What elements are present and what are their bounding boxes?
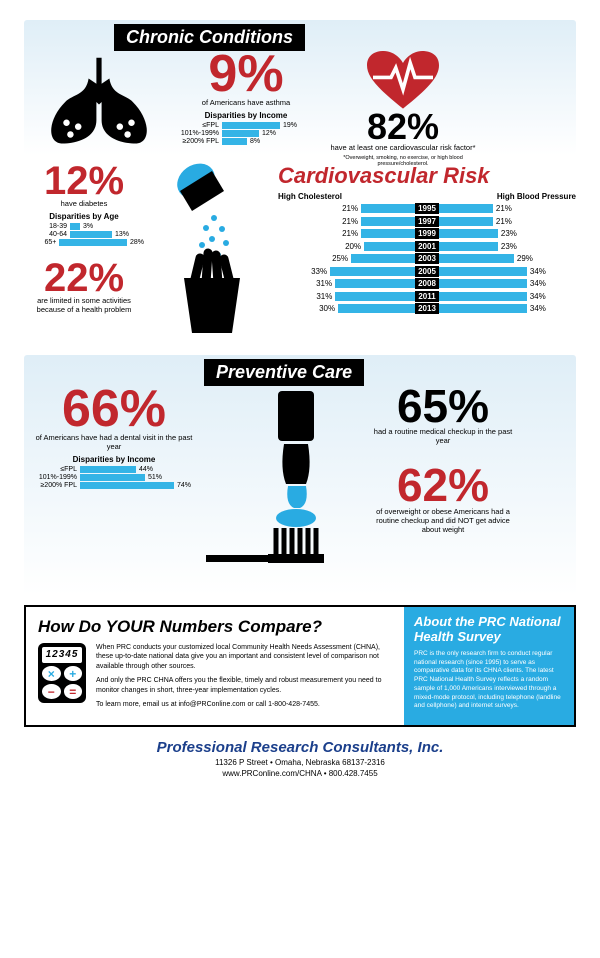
diabetes-pct: 12% bbox=[24, 163, 144, 199]
about-box: About the PRC National Health Survey PRC… bbox=[404, 607, 574, 725]
asthma-stat: 9% of Americans have asthma Disparities … bbox=[176, 51, 316, 146]
footer-name: Professional Research Consultants, Inc. bbox=[24, 739, 576, 756]
preventive-banner: Preventive Care 66% of Americans have ha… bbox=[24, 355, 576, 595]
compare-title: How Do YOUR Numbers Compare? bbox=[38, 617, 394, 637]
dental-disp-title: Disparities by Income bbox=[34, 455, 194, 464]
dental-pct: 66% bbox=[34, 386, 194, 433]
about-text: PRC is the only research firm to conduct… bbox=[414, 650, 564, 711]
cardio-caption: have at least one cardiovascular risk fa… bbox=[328, 143, 478, 152]
calculator-icon: 12345 ×+ −= bbox=[38, 643, 86, 703]
obese-pct: 62% bbox=[368, 465, 518, 506]
about-title: About the PRC National Health Survey bbox=[414, 615, 564, 645]
infographic-page: Chronic Conditions 9% of Americans have … bbox=[0, 0, 600, 958]
footer: Professional Research Consultants, Inc. … bbox=[24, 739, 576, 778]
cardio-headers: High Cholesterol High Blood Pressure bbox=[278, 192, 576, 201]
footer-contact: www.PRConline.com/CHNA • 800.428.7455 bbox=[24, 769, 576, 778]
dental-bars: ≤FPL44%101%-199%51%≥200% FPL74% bbox=[34, 466, 194, 489]
toothbrush-icon bbox=[206, 386, 356, 586]
checkup-block: 65% had a routine medical checkup in the… bbox=[368, 386, 518, 586]
cardio-head-l: High Cholesterol bbox=[278, 192, 342, 201]
compare-p3: To learn more, email us at info@PRConlin… bbox=[96, 700, 394, 709]
asthma-disp-title: Disparities by Income bbox=[176, 111, 316, 120]
asthma-pct: 9% bbox=[176, 51, 316, 98]
compare-p1: When PRC conducts your customized local … bbox=[96, 643, 394, 671]
limited-caption: are limited in some activities because o… bbox=[24, 296, 144, 314]
cardio-risk-chart: Cardiovascular Risk High Cholesterol Hig… bbox=[278, 163, 576, 343]
cardio-rows: 21%199521%21%199721%21%199923%20%200123%… bbox=[278, 203, 576, 314]
limited-pct: 22% bbox=[24, 260, 144, 296]
chronic-banner: Chronic Conditions 9% of Americans have … bbox=[24, 20, 576, 155]
diabetes-block: 12% have diabetes Disparities by Age 18-… bbox=[24, 163, 144, 343]
cardio-risk-title: Cardiovascular Risk bbox=[278, 163, 576, 189]
compare-p2: And only the PRC CHNA offers you the fle… bbox=[96, 676, 394, 695]
cardio-head-r: High Blood Pressure bbox=[497, 192, 576, 201]
checkup-caption: had a routine medical checkup in the pas… bbox=[368, 427, 518, 445]
cardio-pct: 82% bbox=[328, 111, 478, 143]
footer-addr: 11326 P Street • Omaha, Nebraska 68137-2… bbox=[24, 758, 576, 767]
heart-icon bbox=[363, 51, 443, 111]
asthma-bars: ≤FPL19%101%-199%12%≥200% FPL8% bbox=[176, 122, 316, 145]
calc-display: 12345 bbox=[42, 647, 82, 663]
diabetes-caption: have diabetes bbox=[24, 199, 144, 208]
diabetes-disp-title: Disparities by Age bbox=[24, 212, 144, 221]
dental-caption: of Americans have had a dental visit in … bbox=[34, 433, 194, 451]
dental-block: 66% of Americans have had a dental visit… bbox=[34, 386, 194, 586]
lungs-icon bbox=[34, 51, 164, 149]
checkup-pct: 65% bbox=[368, 386, 518, 427]
cardio-stat: 82% have at least one cardiovascular ris… bbox=[328, 51, 478, 167]
salt-fries-icon bbox=[156, 163, 266, 343]
asthma-caption: of Americans have asthma bbox=[176, 98, 316, 107]
compare-box: How Do YOUR Numbers Compare? 12345 ×+ −=… bbox=[24, 605, 576, 727]
preventive-title: Preventive Care bbox=[204, 359, 364, 386]
obese-caption: of overweight or obese Americans had a r… bbox=[368, 507, 518, 534]
mid-row: 12% have diabetes Disparities by Age 18-… bbox=[24, 163, 576, 343]
compare-text: When PRC conducts your customized local … bbox=[96, 643, 394, 715]
diabetes-bars: 18-393%40-6413%65+28% bbox=[24, 223, 144, 246]
